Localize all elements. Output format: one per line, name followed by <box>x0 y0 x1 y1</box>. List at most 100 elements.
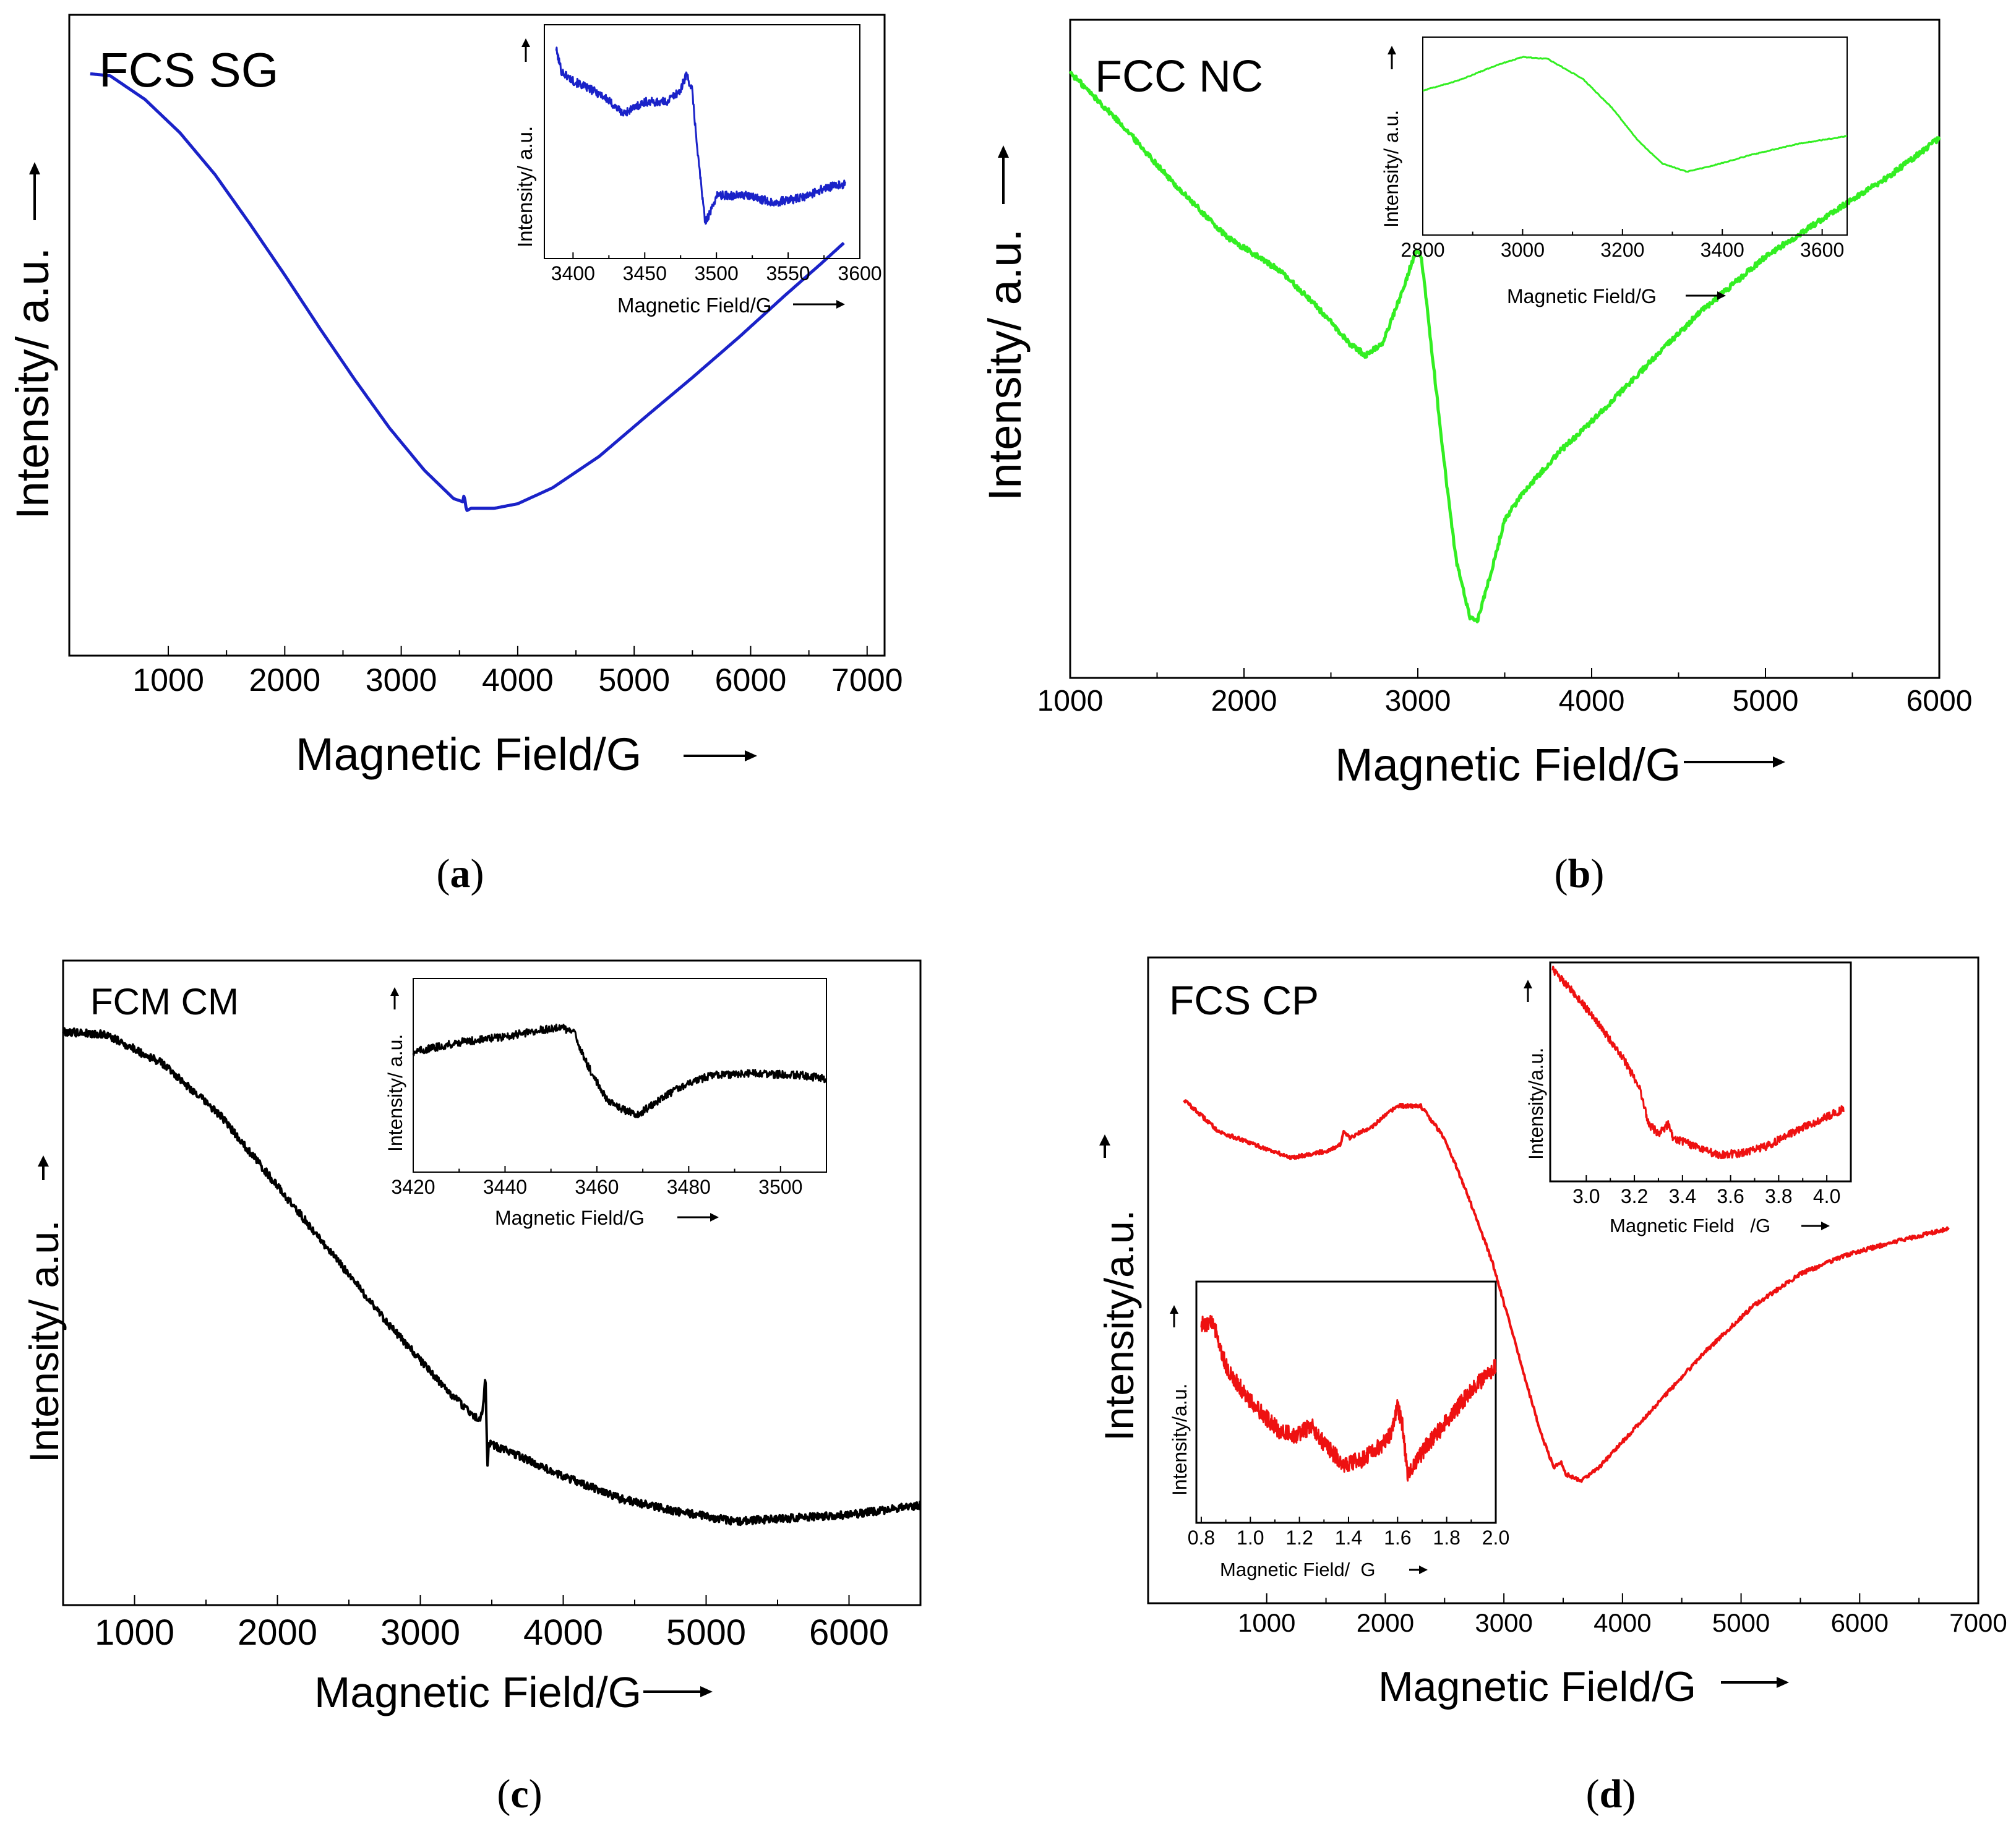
x-tick-label: 3480 <box>667 1176 711 1198</box>
x-tick-label: 3000 <box>1501 239 1545 261</box>
panel-a-caption: (a) <box>437 851 484 896</box>
panel-a-inset-frame <box>544 24 860 259</box>
x-tick-label: 3600 <box>1800 239 1844 261</box>
panel-a-sample-label: FCS SG <box>99 43 278 97</box>
x-tick-label: 3000 <box>1475 1608 1532 1637</box>
x-tick-label: 2000 <box>1357 1608 1414 1637</box>
panel-b-x-axis-label: Magnetic Field/G <box>1335 739 1681 790</box>
x-tick-label: 6000 <box>715 662 787 698</box>
panel-d-x-ticks <box>1266 1593 1979 1603</box>
x-tick-label: 3.2 <box>1621 1185 1648 1207</box>
panel-d-x-axis-label: Magnetic Field/G <box>1378 1663 1696 1710</box>
x-tick-label: 3200 <box>1600 239 1644 261</box>
panel-a-x-axis-label: Magnetic Field/G <box>296 729 641 780</box>
panel-b-inset-y-axis-label: Intensity/ a.u. <box>1380 110 1402 228</box>
x-tick-label: 5000 <box>598 662 670 698</box>
x-tick-label: 3000 <box>366 662 437 698</box>
panel-c: 1000 2000 3000 4000 5000 6000 FCM CM Magnetic… <box>21 959 922 1817</box>
panel-c-inset: 3420 3440 3460 3480 3500 Magnetic Field/G In… <box>384 978 828 1229</box>
panel-d-x-axis-arrow <box>1721 1677 1789 1688</box>
x-tick-label: 4000 <box>1593 1608 1651 1637</box>
panel-d-y-axis-arrow <box>1099 1134 1110 1158</box>
x-tick-label: 7000 <box>831 662 903 698</box>
panel-d-caption: (d) <box>1586 1771 1636 1817</box>
panel-a-inset-x-axis-label: Magnetic Field/G <box>617 294 771 317</box>
panel-b: 1000 2000 3000 4000 5000 6000 FCC NC Magnetic… <box>979 19 1973 896</box>
panel-d-inset-lower-x-axis-label: Magnetic Field/ G <box>1220 1559 1376 1580</box>
panel-b-x-tick-labels: 1000 2000 3000 4000 5000 6000 <box>1037 685 1973 717</box>
x-tick-label: 3500 <box>695 262 739 285</box>
x-tick-label: 2000 <box>1211 685 1277 717</box>
panel-d-inset-upper-y-axis-label: Intensity/a.u. <box>1525 1048 1547 1160</box>
panel-a-inset-x-ticks <box>572 252 860 259</box>
panel-a-x-tick-labels: 1000 2000 3000 4000 5000 6000 7000 <box>132 662 903 698</box>
panel-b-y-axis-arrow <box>998 145 1009 204</box>
panel-b-inset-x-axis-arrow <box>1686 291 1726 300</box>
x-tick-label: 2.0 <box>1482 1527 1509 1549</box>
x-tick-label: 3450 <box>623 262 667 285</box>
panel-d-inset-upper-frame <box>1549 961 1852 1183</box>
x-tick-label: 3000 <box>380 1613 460 1653</box>
x-tick-label: 1.2 <box>1285 1527 1313 1549</box>
x-tick-label: 1.4 <box>1335 1527 1362 1549</box>
x-tick-label: 3500 <box>758 1176 802 1198</box>
panel-b-inset-y-axis-arrow <box>1388 46 1396 69</box>
x-tick-label: 1000 <box>1238 1608 1295 1637</box>
panel-a-inset-y-axis-label: Intensity/ a.u. <box>513 126 536 247</box>
x-tick-label: 5000 <box>666 1613 746 1653</box>
x-tick-label: 4000 <box>1559 685 1625 717</box>
panel-d-inset-upper-spectrum-line <box>1551 966 1845 1160</box>
x-tick-label: 1000 <box>132 662 204 698</box>
x-tick-label: 3000 <box>1385 685 1451 717</box>
x-tick-label: 3550 <box>766 262 810 285</box>
panel-b-inset-x-axis-label: Magnetic Field/G <box>1507 285 1657 307</box>
panel-d-inset-upper-x-tick-labels: 3.0 3.2 3.4 3.6 3.8 4.0 <box>1572 1185 1840 1207</box>
panel-c-x-tick-labels: 1000 2000 3000 4000 5000 6000 <box>95 1613 889 1653</box>
x-tick-label: 7000 <box>1949 1608 2007 1637</box>
panel-b-inset-x-tick-labels: 2800 3000 3200 3400 3600 <box>1400 239 1844 261</box>
panel-b-inset: 2800 3000 3200 3400 3600 Magnetic Field/G In… <box>1380 36 1848 307</box>
panel-d-spectrum-line <box>1183 1099 1950 1483</box>
x-tick-label: 2000 <box>238 1613 317 1653</box>
x-tick-label: 3.0 <box>1572 1185 1600 1207</box>
x-tick-label: 3.8 <box>1765 1185 1792 1207</box>
panel-c-inset-spectrum-line <box>412 1023 828 1118</box>
panel-d-sample-label: FCS CP <box>1169 977 1319 1023</box>
panel-d-inset-lower-x-axis-arrow <box>1409 1566 1428 1574</box>
panel-b-x-ticks <box>1070 668 1940 678</box>
x-tick-label: 1.0 <box>1237 1527 1264 1549</box>
x-tick-label: 3420 <box>391 1176 435 1198</box>
panel-c-spectrum-line <box>62 1027 921 1527</box>
panel-d-inset-lower-frame <box>1195 1280 1497 1524</box>
panel-a-x-ticks <box>168 646 868 656</box>
panel-c-inset-x-axis-label: Magnetic Field/G <box>495 1207 645 1229</box>
panel-a-x-axis-arrow <box>684 750 757 761</box>
x-tick-label: 6000 <box>809 1613 889 1653</box>
x-tick-label: 2800 <box>1400 239 1444 261</box>
x-tick-label: 3600 <box>838 262 881 285</box>
panel-a-y-axis-arrow <box>29 162 40 220</box>
panel-d-x-tick-labels: 1000 2000 3000 4000 5000 6000 7000 <box>1238 1608 2007 1637</box>
panel-c-inset-x-tick-labels: 3420 3440 3460 3480 3500 <box>391 1176 802 1198</box>
panel-c-inset-y-axis-arrow <box>390 987 399 1009</box>
x-tick-label: 6000 <box>1831 1608 1889 1637</box>
x-tick-label: 3400 <box>1701 239 1744 261</box>
panel-d-inset-upper-y-axis-arrow <box>1524 980 1532 1002</box>
panel-c-inset-frame <box>413 978 827 1173</box>
x-tick-label: 3440 <box>483 1176 527 1198</box>
panel-d-inset-lower-y-axis-label: Intensity/a.u. <box>1169 1384 1191 1496</box>
panel-b-inset-spectrum-line <box>1422 56 1848 173</box>
panel-a-y-axis-label: Intensity/ a.u. <box>7 247 58 520</box>
panel-a-inset-x-axis-arrow <box>793 300 845 309</box>
x-tick-label: 4000 <box>523 1613 603 1653</box>
panel-d-inset-upper-x-ticks <box>1585 1175 1828 1181</box>
x-tick-label: 1000 <box>1037 685 1104 717</box>
panel-b-inset-x-ticks <box>1422 229 1823 235</box>
panel-d: 1000 2000 3000 4000 5000 6000 7000 FCS CP Magn… <box>1096 956 2007 1817</box>
panel-a-spectrum-line <box>90 72 845 512</box>
panel-c-x-axis-arrow <box>643 1686 713 1697</box>
x-tick-label: 4000 <box>482 662 554 698</box>
panel-c-inset-y-axis-label: Intensity/ a.u. <box>384 1034 406 1152</box>
panel-d-inset-upper-x-axis-label: Magnetic Field /G <box>1610 1215 1770 1236</box>
x-tick-label: 3.6 <box>1717 1185 1744 1207</box>
